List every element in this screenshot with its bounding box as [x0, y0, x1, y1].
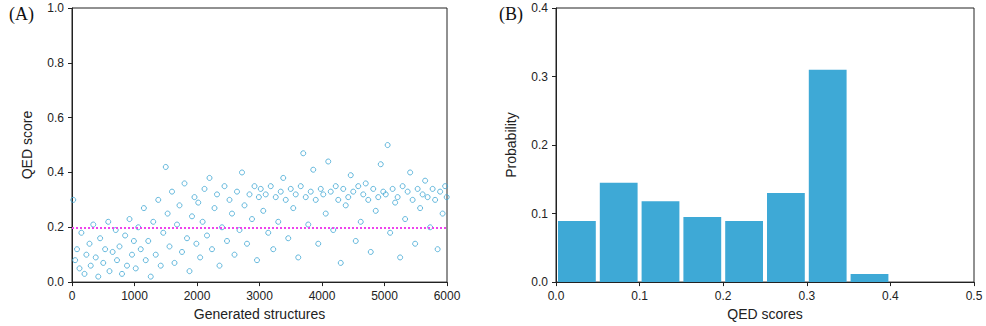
- svg-text:0.5: 0.5: [966, 289, 983, 303]
- svg-text:2000: 2000: [184, 289, 211, 303]
- svg-text:Probability: Probability: [503, 112, 519, 177]
- svg-text:0.2: 0.2: [531, 138, 548, 152]
- svg-text:0.4: 0.4: [882, 289, 899, 303]
- svg-text:QED score: QED score: [19, 111, 35, 180]
- svg-text:0.6: 0.6: [47, 111, 64, 125]
- svg-text:QED scores: QED scores: [727, 306, 802, 322]
- svg-text:(B): (B): [499, 4, 523, 25]
- svg-text:(A): (A): [9, 4, 34, 25]
- svg-text:0.0: 0.0: [47, 275, 64, 289]
- svg-text:Generated structures: Generated structures: [194, 306, 326, 322]
- svg-text:0.3: 0.3: [531, 70, 548, 84]
- svg-text:0.4: 0.4: [47, 165, 64, 179]
- svg-text:0.1: 0.1: [531, 207, 548, 221]
- svg-text:0.2: 0.2: [715, 289, 732, 303]
- svg-text:0.8: 0.8: [47, 56, 64, 70]
- svg-text:5000: 5000: [371, 289, 398, 303]
- svg-text:6000: 6000: [434, 289, 461, 303]
- svg-text:0.3: 0.3: [798, 289, 815, 303]
- svg-text:0.0: 0.0: [531, 275, 548, 289]
- svg-text:0.4: 0.4: [531, 1, 548, 15]
- svg-text:0.0: 0.0: [548, 289, 565, 303]
- svg-text:4000: 4000: [309, 289, 336, 303]
- svg-text:1.0: 1.0: [47, 1, 64, 15]
- svg-text:0.2: 0.2: [47, 220, 64, 234]
- svg-text:1000: 1000: [121, 289, 148, 303]
- svg-text:0.1: 0.1: [631, 289, 648, 303]
- svg-text:3000: 3000: [246, 289, 273, 303]
- svg-text:0: 0: [69, 289, 76, 303]
